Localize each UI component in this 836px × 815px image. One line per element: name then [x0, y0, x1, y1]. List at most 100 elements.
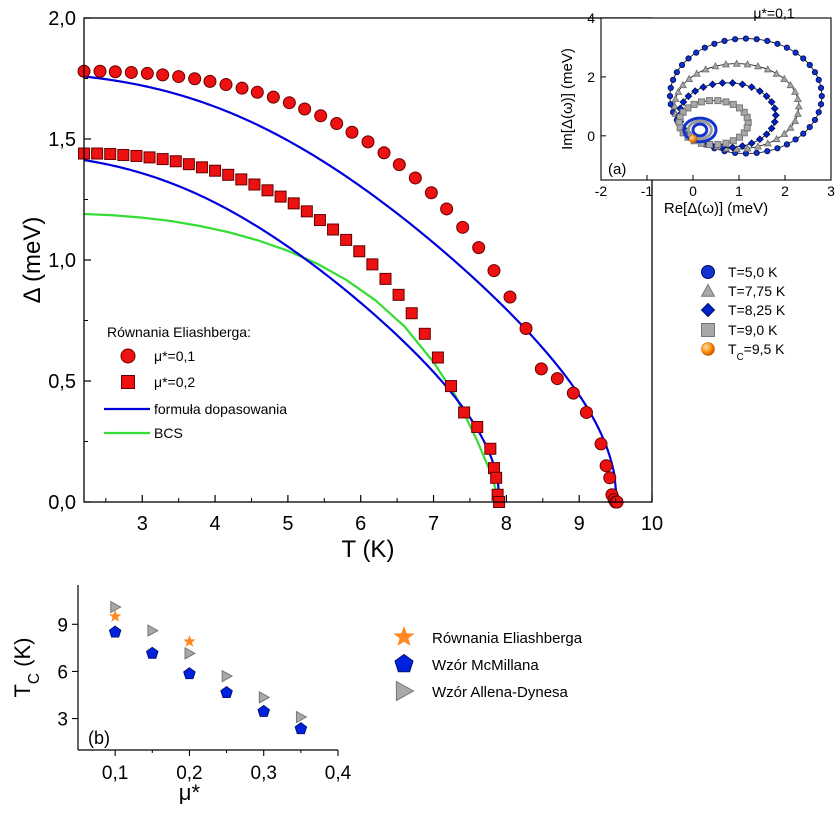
b-x-tick-label: 0,2 — [176, 763, 202, 784]
circle-point — [599, 459, 613, 473]
inset-diamond-point — [762, 92, 771, 101]
circle-point — [519, 321, 533, 335]
inset-circle-point — [815, 76, 822, 83]
inset-triangle-point — [786, 123, 795, 131]
square-point — [274, 190, 287, 203]
b-legend-label: Równania Eliashberga — [432, 630, 583, 647]
square-point — [91, 147, 104, 160]
inset-diamond-point — [767, 124, 776, 133]
legend-label: formuła dopasowania — [154, 401, 287, 417]
inset-legend-tc-label-rest: =9,5 K — [744, 341, 786, 357]
inset-circle-point — [792, 49, 799, 56]
inset-diamond-point — [755, 135, 764, 144]
legend-circle-marker — [120, 348, 136, 364]
inset-core-loop — [691, 122, 709, 138]
inset-triangle-point — [721, 60, 730, 68]
circle-point — [235, 81, 249, 95]
inset-circle-point — [693, 49, 700, 56]
circle-point — [534, 362, 548, 376]
inset-diamond-point — [771, 111, 780, 120]
inset-circle-point — [774, 40, 781, 47]
circle-point — [172, 70, 186, 84]
b-y-tick-label: 6 — [57, 662, 68, 683]
inset-y-tick-label: 2 — [587, 69, 595, 85]
inset-diamond-point — [738, 142, 747, 150]
inset-frame — [600, 17, 832, 181]
inset-core-loop — [686, 119, 713, 141]
inset-circle-point — [721, 37, 728, 45]
circle-point — [361, 135, 375, 149]
square-point — [143, 151, 156, 164]
inset-triangle-point — [780, 129, 789, 137]
inset-circle-point — [783, 44, 791, 51]
inset-diamond-point — [691, 87, 700, 96]
square-point — [209, 164, 222, 177]
square-point — [300, 205, 313, 218]
inset-square-point — [706, 97, 714, 105]
square-point — [117, 148, 130, 161]
inset-circle-point — [742, 35, 750, 42]
inset-annotation: μ*=0,1 — [753, 5, 794, 21]
inset-square-point — [684, 104, 692, 112]
inset-diamond-point — [728, 79, 737, 87]
main-legend: Równania Eliashberga: μ*=0,1 μ*=0,2 formuła… — [104, 324, 287, 441]
inset-x-tick-label: -1 — [641, 183, 654, 199]
b-pentagon-point — [145, 646, 159, 659]
inset-triangle-point — [772, 69, 781, 77]
inset-triangle-point — [791, 87, 800, 95]
b-y-axis-title: TC (K) — [10, 637, 43, 697]
y-tick-label: 1,5 — [48, 129, 76, 151]
inset-circle-point — [742, 150, 750, 157]
inset-legend-tc-label: TC=9,5 K — [728, 341, 785, 363]
square-point — [261, 184, 274, 197]
circle-point — [472, 241, 486, 255]
b-pentagon-point — [108, 625, 122, 638]
circle-point — [93, 64, 107, 78]
inset-square-point — [736, 104, 744, 112]
inset-triangle-point — [701, 65, 710, 73]
x-tick-label: 9 — [574, 513, 585, 535]
inset-legend-tc-label-main: T — [728, 341, 737, 357]
main-chart: 3 4 5 6 7 8 9 10 0,0 0,5 1,0 1,5 2,0 T (K) Δ (meV) Równ… — [19, 8, 663, 563]
inset-y-tick-label: 4 — [587, 10, 595, 26]
b-y-tick-label: 3 — [57, 710, 68, 731]
b-x-tick-label: 0,4 — [325, 763, 352, 784]
inset-diamond-point — [767, 98, 776, 106]
square-point — [431, 351, 444, 364]
b-x-tick-label: 0,3 — [251, 763, 277, 784]
circle-point — [124, 65, 138, 79]
inset-legend-label: T=9,0 K — [728, 322, 778, 338]
b-y-axis-title-main: T — [10, 684, 35, 697]
inset-legend-tc-label-sub: C — [737, 352, 744, 363]
inset-square-point — [736, 133, 744, 141]
inset-diamond-point — [718, 79, 727, 87]
circle-point — [550, 372, 564, 386]
legend-circle-marker — [701, 265, 715, 279]
inset-triangle-point — [685, 74, 694, 82]
legend-square-marker — [121, 375, 135, 389]
inset-diamond-point — [770, 104, 779, 113]
square-point — [379, 272, 392, 285]
y-tick-label: 2,0 — [48, 8, 76, 30]
b-triangle-right-point — [147, 624, 159, 637]
inset-x-tick-label: 3 — [827, 183, 835, 199]
b-y-axis-title-rest: (K) — [10, 637, 35, 672]
circle-point — [424, 186, 438, 200]
inset-diamond-point — [762, 130, 771, 139]
inset-triangle-point — [711, 62, 720, 70]
inset-triangle-point — [753, 142, 762, 150]
inset-circle-point — [817, 101, 825, 108]
circle-point — [377, 146, 391, 160]
inset-square-point — [697, 98, 705, 106]
inset-x-axis-title: Re[Δ(ω)] (meV) — [664, 200, 768, 217]
circle-point — [330, 117, 344, 131]
circle-point — [503, 290, 517, 304]
inset-tc-point — [688, 134, 698, 144]
inset-diamond-point — [728, 143, 737, 152]
inset-square-point — [729, 137, 737, 145]
circle-point — [282, 96, 296, 110]
chart-b: 0,1 0,2 0,3 0,4 3 6 9 μ* TC (K) (b) Równania Elias… — [10, 585, 583, 805]
legend-sphere-marker — [701, 342, 715, 356]
inset-legend-label: T=8,25 K — [728, 302, 786, 318]
